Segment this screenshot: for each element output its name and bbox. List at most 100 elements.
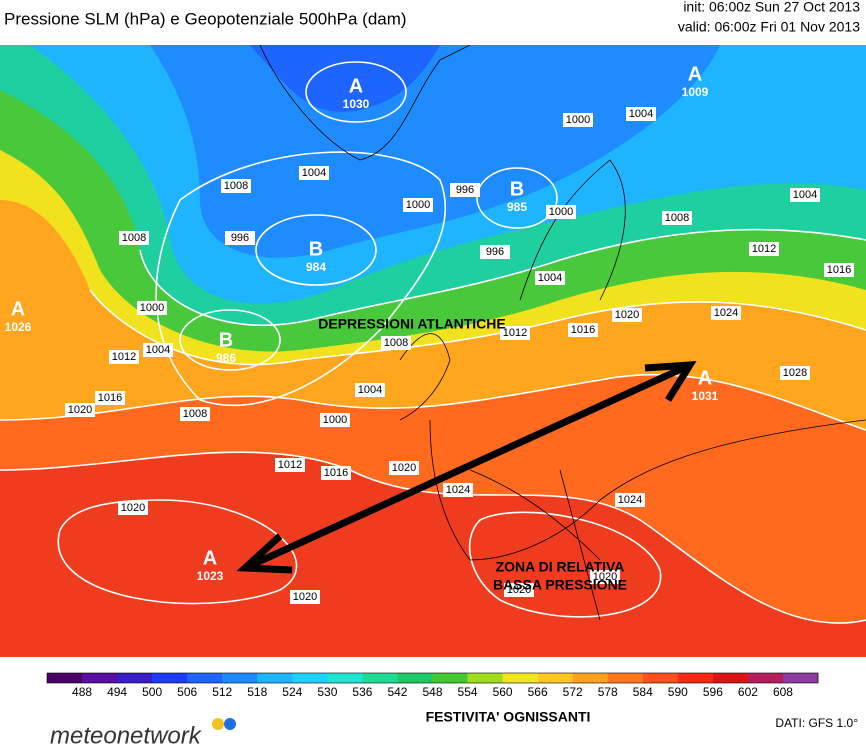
colorbar-cell (397, 673, 433, 683)
isobar-label-bg (450, 183, 480, 197)
isobar-label-bg (109, 350, 139, 364)
center-value: 1030 (343, 97, 370, 111)
isobar-label-bg (299, 166, 329, 180)
isobar-label: 1012 (112, 351, 136, 363)
colorbar-tick-label: 602 (738, 685, 758, 699)
colorbar-cell (467, 673, 504, 683)
isobar-label: 1012 (752, 243, 776, 255)
annotation: DEPRESSIONI ATLANTICHE (318, 316, 505, 332)
colorbar-cell (362, 673, 398, 683)
colorbar-tick-label: 548 (422, 685, 442, 699)
colorbar-frame (46, 672, 819, 684)
isobar-label: 1016 (98, 392, 122, 404)
valid-time: valid: 06:00z Fri 01 Nov 2013 (678, 19, 860, 35)
colorbar-tick-label: 596 (703, 685, 723, 699)
isobar-label-bg (500, 326, 530, 340)
isobar-label: 1004 (793, 189, 817, 201)
isobar-label-bg (321, 466, 351, 480)
center-value: 1031 (692, 389, 719, 403)
isobar-label-bg (389, 461, 419, 475)
colorbar-tick-label: 494 (107, 685, 127, 699)
isobar-label: 1024 (618, 494, 642, 506)
colorbar-cell (502, 673, 539, 683)
isobar-label: 996 (231, 232, 249, 244)
isobar-label: 1000 (406, 199, 430, 211)
center-value: 1023 (197, 569, 224, 583)
colorbar-cell (782, 673, 819, 683)
colorbar-tick-label: 488 (72, 685, 92, 699)
colorbar-tick-label: 500 (142, 685, 162, 699)
center-value: 986 (216, 351, 236, 365)
isobar-label-bg (443, 483, 473, 497)
isobar-label: 1004 (302, 167, 326, 179)
isobar-label: 1020 (293, 591, 317, 603)
colorbar-tick-label: 530 (317, 685, 337, 699)
colorbar-tick-label: 512 (212, 685, 232, 699)
annotation: BASSA PRESSIONE (493, 577, 627, 593)
isobar-label: 1024 (446, 484, 470, 496)
isobar-label: 1004 (538, 272, 562, 284)
isobar-label-bg (143, 343, 173, 357)
caption: FESTIVITA' OGNISSANTI (426, 709, 591, 725)
center-letter: A (349, 75, 363, 97)
isobar-label: 1004 (629, 108, 653, 120)
brand-dot (224, 718, 236, 730)
isobar-label: 1008 (384, 337, 408, 349)
colorbar-cell (327, 673, 363, 683)
isobar-label: 1000 (566, 114, 590, 126)
isobar-label: 996 (486, 246, 504, 258)
colorbar-tick-label: 554 (458, 685, 478, 699)
isobar-label-bg (480, 245, 510, 259)
isobar-label-bg (662, 211, 692, 225)
isobar-label: 1008 (183, 408, 207, 420)
isobar-label-bg (403, 198, 433, 212)
isobar-label-bg (568, 323, 598, 337)
center-value: 1009 (682, 85, 709, 99)
isobar-label-bg (95, 391, 125, 405)
colorbar-cell (642, 673, 679, 683)
isobar-label: 996 (456, 184, 474, 196)
isobar-label-bg (180, 407, 210, 421)
isobar-label-bg (563, 113, 593, 127)
colorbar-tick-label: 608 (773, 685, 793, 699)
isobar-label: 1016 (324, 467, 348, 479)
isobar-label: 1008 (122, 232, 146, 244)
isobar-label-bg (381, 336, 411, 350)
brand-dot (212, 718, 224, 730)
isobar-label: 1016 (571, 324, 595, 336)
isobar-label-bg (749, 242, 779, 256)
center-letter: A (11, 298, 25, 320)
colorbar-cell (537, 673, 574, 683)
center-letter: B (309, 238, 323, 260)
center-value: 984 (306, 260, 326, 274)
isobar-label-bg (65, 403, 95, 417)
colorbar-tick-label: 524 (282, 685, 302, 699)
isobar-label: 1020 (615, 309, 639, 321)
isobar-label-bg (504, 583, 534, 597)
colorbar-cell (677, 673, 714, 683)
colorbar-cell (292, 673, 328, 683)
isobar-label: 1020 (392, 462, 416, 474)
isobar-label: 1020 (507, 584, 531, 596)
colorbar-tick-label: 590 (668, 685, 688, 699)
init-time: init: 06:00z Sun 27 Oct 2013 (683, 0, 860, 15)
isobar-label-bg (290, 590, 320, 604)
isobar-label: 1024 (714, 307, 738, 319)
isobar-label-bg (790, 188, 820, 202)
isobar-label-bg (824, 263, 854, 277)
center-letter: A (203, 547, 217, 569)
isobar-label-bg (320, 413, 350, 427)
colorbar-cell (117, 673, 153, 683)
isobar-label: 1020 (68, 404, 92, 416)
colorbar-tick-label: 518 (247, 685, 267, 699)
map-labels: A1030B985B984A1026B986A1031A1023A1009100… (5, 63, 854, 604)
colorbar-cell (712, 673, 749, 683)
isobar-label-bg (137, 301, 167, 315)
colorbar: 488 494 500 506 512 518 524 530 536 542 548 554 560 5… (46, 672, 819, 699)
colorbar-tick-label: 572 (563, 685, 583, 699)
colorbar-tick-label: 584 (633, 685, 653, 699)
isobar-label-bg (225, 231, 255, 245)
annotation: ZONA DI RELATIVA (496, 559, 625, 575)
isobar-label: 1020 (593, 571, 617, 583)
isobar-label-bg (612, 308, 642, 322)
